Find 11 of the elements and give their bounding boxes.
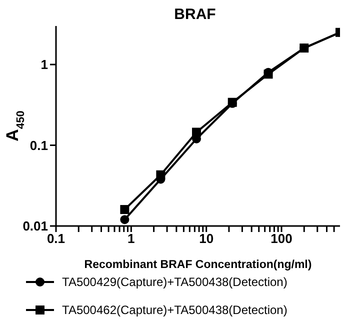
x-tick-label: 0.1 bbox=[46, 231, 66, 246]
x-tick-label: 1 bbox=[128, 231, 135, 246]
x-tick-label: 100 bbox=[270, 231, 292, 246]
legend-label: TA500462(Capture)+TA500438(Detection) bbox=[62, 303, 288, 317]
x-tick-label: 10 bbox=[199, 231, 214, 246]
chart-title: BRAF bbox=[173, 6, 217, 24]
y-tick-label: 0.01 bbox=[22, 218, 48, 234]
legend-label: TA500429(Capture)+TA500438(Detection) bbox=[62, 275, 288, 289]
y-tick-label: 1 bbox=[40, 57, 48, 72]
x-axis-title: Recombinant BRAF Concentration(ng/ml) bbox=[84, 259, 312, 271]
y-tick-label: 0.1 bbox=[30, 138, 48, 153]
